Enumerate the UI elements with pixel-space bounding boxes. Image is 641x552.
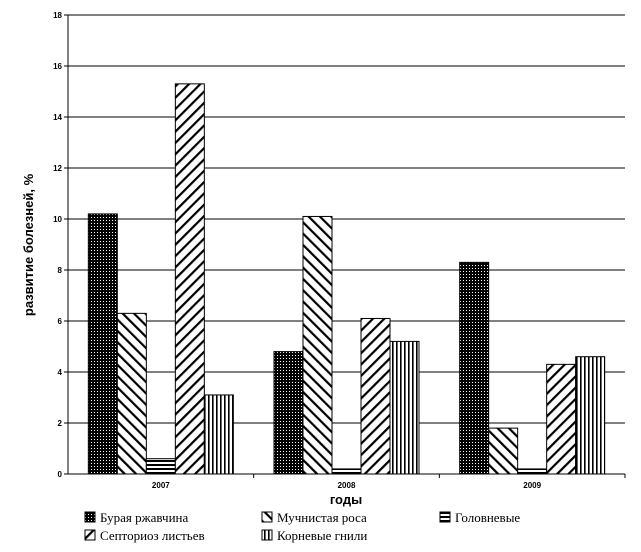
bar-головневые-2007 — [145, 458, 176, 475]
axes: 0 2 4 6 8 10 12 14 16 18 2007 2008 2009 — [53, 11, 626, 490]
legend-label: Септориоз листьев — [100, 528, 205, 543]
bar-корневые-гнили-2007 — [203, 394, 234, 475]
y-tick-label: 16 — [53, 62, 62, 71]
bar-головневые-2009 — [517, 468, 548, 475]
x-tick-label: 2009 — [523, 481, 541, 490]
legend-swatch-головневые — [439, 511, 451, 523]
bar-корневые-гнили-2008 — [389, 340, 420, 475]
bar-бурая-ржавчина-2009 — [459, 261, 490, 475]
bar-мучнистая-роса-2007 — [116, 312, 147, 475]
y-tick-label: 14 — [53, 113, 62, 122]
x-tick-label: 2007 — [152, 481, 170, 490]
legend-swatch-септориоз-листьев — [84, 529, 96, 541]
bar-мучнистая-роса-2009 — [488, 427, 519, 475]
bar-корневые-гнили-2009 — [575, 356, 606, 475]
y-tick-label: 18 — [53, 11, 62, 20]
bar-бурая-ржавчина-2007 — [87, 213, 118, 475]
bar-септориоз-листьев-2008 — [360, 317, 391, 475]
legend-label: Мучнистая роса — [277, 510, 367, 525]
y-tick-label: 10 — [53, 215, 62, 224]
y-tick-label: 4 — [58, 368, 63, 377]
y-tick-label: 8 — [58, 266, 63, 275]
legend-swatch-корневые-гнили — [261, 529, 273, 541]
legend-swatch-мучнистая-роса — [261, 511, 273, 523]
bars — [87, 83, 606, 475]
legend-label: Корневые гнили — [277, 528, 367, 543]
x-axis-title: годы — [330, 492, 362, 507]
x-tick-label: 2008 — [338, 481, 356, 490]
bar-септориоз-листьев-2007 — [174, 83, 205, 475]
y-axis-title: развитие болезней, % — [21, 173, 36, 316]
y-tick-label: 12 — [53, 164, 62, 173]
y-tick-label: 0 — [58, 470, 63, 479]
legend: Бурая ржавчина Мучнистая роса Головневые Се… — [84, 510, 520, 543]
bar-бурая-ржавчина-2008 — [273, 351, 304, 475]
legend-swatch-бурая-ржавчина — [84, 511, 96, 523]
y-tick-label: 6 — [58, 317, 63, 326]
bar-септориоз-листьев-2009 — [546, 363, 577, 475]
bar-мучнистая-роса-2008 — [302, 215, 333, 475]
bar-головневые-2008 — [331, 468, 362, 475]
gridlines — [68, 14, 625, 424]
y-tick-label: 2 — [58, 419, 63, 428]
legend-label: Бурая ржавчина — [100, 510, 188, 525]
legend-label: Головневые — [455, 510, 520, 525]
